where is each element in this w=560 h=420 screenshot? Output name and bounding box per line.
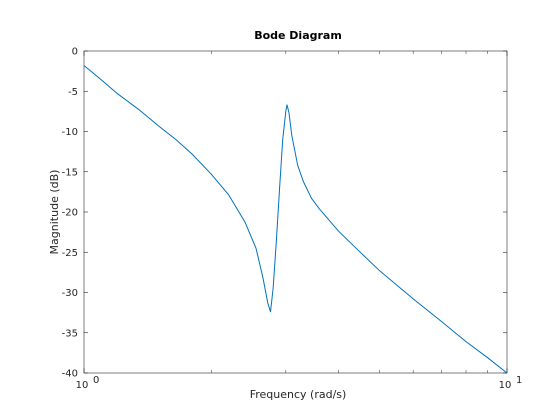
series-layer <box>83 65 508 374</box>
x-axis-label: Frequency (rad/s) <box>250 388 347 401</box>
y-tick-label: -10 <box>62 127 78 138</box>
y-tick-label: -30 <box>62 288 78 299</box>
x-axis-ticks: 10 0 10 1 <box>76 51 522 391</box>
y-tick-label: -35 <box>62 328 78 339</box>
y-axis-label: Magnitude (dB) <box>48 170 61 255</box>
x-tick-label: 10 <box>499 380 512 391</box>
x-tick-label-exponent: 0 <box>93 375 99 386</box>
plot-axes <box>83 50 508 374</box>
y-tick-label: -25 <box>62 248 78 259</box>
plot-area <box>83 50 508 374</box>
y-tick-label: -15 <box>62 167 78 178</box>
y-tick-label: -40 <box>62 369 78 380</box>
y-tick-label: 0 <box>72 47 78 58</box>
y-tick-label: -5 <box>68 87 78 98</box>
x-tick-label-exponent: 1 <box>516 375 522 386</box>
chart-title: Bode Diagram <box>254 29 342 42</box>
magnitude-response-line <box>83 65 508 374</box>
x-tick-label: 10 <box>76 380 89 391</box>
y-tick-label: -20 <box>62 208 78 219</box>
